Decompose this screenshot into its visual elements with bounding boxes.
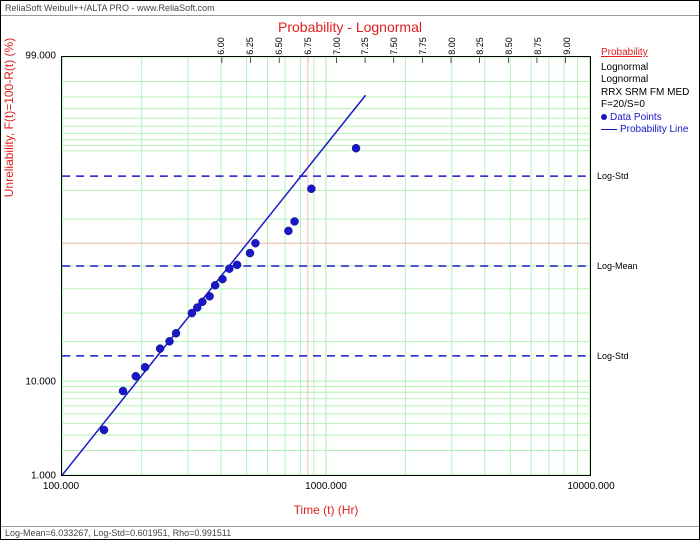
- y-axis-label: Unreliability, F(t)=100-R(t) (%): [2, 38, 16, 197]
- plot-svg: [62, 57, 590, 475]
- legend-title: Probability: [601, 47, 696, 60]
- x-axis-label: Time (t) (Hr): [61, 503, 591, 517]
- chart-title: Probability - Lognormal: [1, 19, 699, 35]
- legend-points: Data Points: [601, 112, 696, 125]
- footer-text: Log-Mean=6.033267, Log-Std=0.601951, Rho…: [1, 526, 699, 539]
- legend-line: Lognormal: [601, 62, 696, 75]
- legend-line: RRX SRM FM MED: [601, 87, 696, 100]
- legend-probline: Probability Line: [601, 124, 696, 137]
- legend: Probability Lognormal Lognormal RRX SRM …: [601, 47, 696, 137]
- legend-line: Lognormal: [601, 74, 696, 87]
- plot-area: [61, 56, 591, 476]
- chart-container: ReliaSoft Weibull++/ALTA PRO - www.Relia…: [0, 0, 700, 540]
- legend-line: F=20/S=0: [601, 99, 696, 112]
- header-text: ReliaSoft Weibull++/ALTA PRO - www.Relia…: [1, 1, 699, 16]
